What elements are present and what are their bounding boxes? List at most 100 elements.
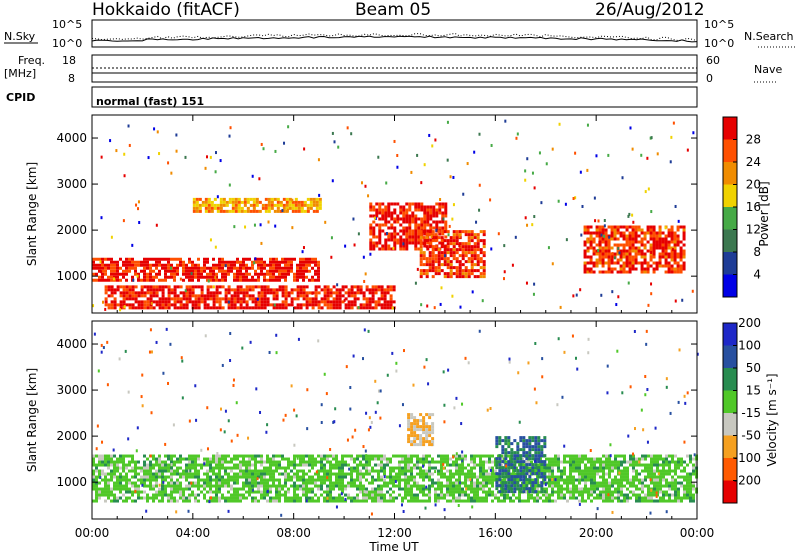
- data-cell: [257, 261, 260, 264]
- data-cell: [252, 294, 255, 297]
- data-cell: [296, 488, 299, 491]
- data-cell: [257, 461, 260, 464]
- data-cell: [525, 216, 527, 219]
- data-cell: [274, 304, 276, 307]
- data-cell: [119, 476, 122, 479]
- data-cell: [668, 253, 671, 256]
- data-cell: [161, 464, 164, 467]
- data-cell: [272, 476, 275, 479]
- data-cell: [233, 225, 235, 228]
- data-cell: [232, 204, 235, 207]
- data-cell: [158, 488, 161, 491]
- data-cell: [650, 229, 653, 232]
- data-cell: [353, 470, 356, 473]
- data-cell: [473, 500, 476, 503]
- data-cell: [245, 267, 248, 270]
- data-cell: [426, 305, 428, 308]
- data-cell: [278, 267, 281, 270]
- data-cell: [95, 273, 98, 276]
- power-ylabel: Slant Range [km]: [25, 162, 39, 266]
- data-cell: [378, 238, 381, 241]
- data-cell: [461, 491, 464, 494]
- data-cell: [374, 488, 377, 491]
- data-cell: [174, 291, 177, 294]
- data-cell: [464, 494, 467, 497]
- data-cell: [215, 273, 218, 276]
- data-cell: [185, 470, 188, 473]
- data-cell: [185, 500, 188, 503]
- data-cell: [356, 467, 359, 470]
- data-cell: [185, 267, 188, 270]
- data-cell: [191, 276, 194, 279]
- data-cell: [120, 294, 123, 297]
- data-cell: [377, 500, 380, 503]
- data-cell: [369, 253, 371, 256]
- data-cell: [218, 461, 221, 464]
- data-cell: [162, 285, 165, 288]
- data-cell: [236, 494, 239, 497]
- data-cell: [208, 201, 211, 204]
- data-cell: [260, 267, 263, 270]
- data-cell: [426, 275, 429, 278]
- data-cell: [309, 300, 312, 303]
- data-cell: [459, 275, 462, 278]
- data-cell: [629, 265, 632, 268]
- data-cell: [113, 264, 116, 267]
- data-cell: [476, 491, 479, 494]
- data-cell: [372, 288, 375, 291]
- data-cell: [185, 264, 188, 267]
- data-cell: [617, 464, 620, 467]
- data-cell: [689, 458, 692, 461]
- data-cell: [623, 470, 626, 473]
- data-cell: [234, 300, 237, 303]
- data-cell: [158, 261, 161, 264]
- data-cell: [387, 220, 390, 223]
- data-cell: [209, 482, 212, 485]
- data-cell: [211, 201, 214, 204]
- data-cell: [230, 264, 233, 267]
- data-cell: [428, 413, 431, 416]
- data-cell: [176, 470, 179, 473]
- data-cell: [384, 211, 387, 214]
- data-cell: [390, 214, 393, 217]
- data-cell: [593, 473, 596, 476]
- data-cell: [411, 232, 414, 235]
- data-cell: [245, 470, 248, 473]
- data-cell: [429, 269, 432, 272]
- data-cell: [432, 239, 435, 242]
- data-cell: [465, 248, 468, 251]
- data-cell: [155, 497, 158, 500]
- data-cell: [483, 269, 486, 272]
- data-cell: [332, 473, 335, 476]
- data-cell: [257, 279, 260, 282]
- data-cell: [351, 306, 354, 309]
- data-cell: [164, 467, 167, 470]
- data-cell: [272, 270, 275, 273]
- data-cell: [125, 473, 128, 476]
- data-cell: [293, 488, 296, 491]
- data-cell: [512, 473, 515, 476]
- data-cell: [599, 262, 602, 265]
- data-cell: [623, 265, 626, 268]
- data-cell: [623, 268, 626, 271]
- data-cell: [407, 425, 410, 428]
- data-cell: [659, 479, 662, 482]
- data-cell: [474, 257, 477, 260]
- data-cell: [632, 470, 635, 473]
- data-cell: [599, 461, 602, 464]
- data-cell: [396, 238, 399, 241]
- data-cell: [491, 144, 493, 147]
- data-cell: [626, 265, 629, 268]
- data-cell: [635, 250, 638, 253]
- data-cell: [321, 297, 324, 300]
- data-cell: [365, 473, 368, 476]
- data-cell: [641, 229, 644, 232]
- data-cell: [188, 276, 191, 279]
- data-cell: [293, 461, 296, 464]
- data-cell: [344, 473, 347, 476]
- data-cell: [407, 458, 410, 461]
- freq-right-tick-bottom: 0: [706, 72, 713, 85]
- data-cell: [114, 288, 117, 291]
- data-cell: [111, 303, 114, 306]
- data-cell: [298, 210, 301, 213]
